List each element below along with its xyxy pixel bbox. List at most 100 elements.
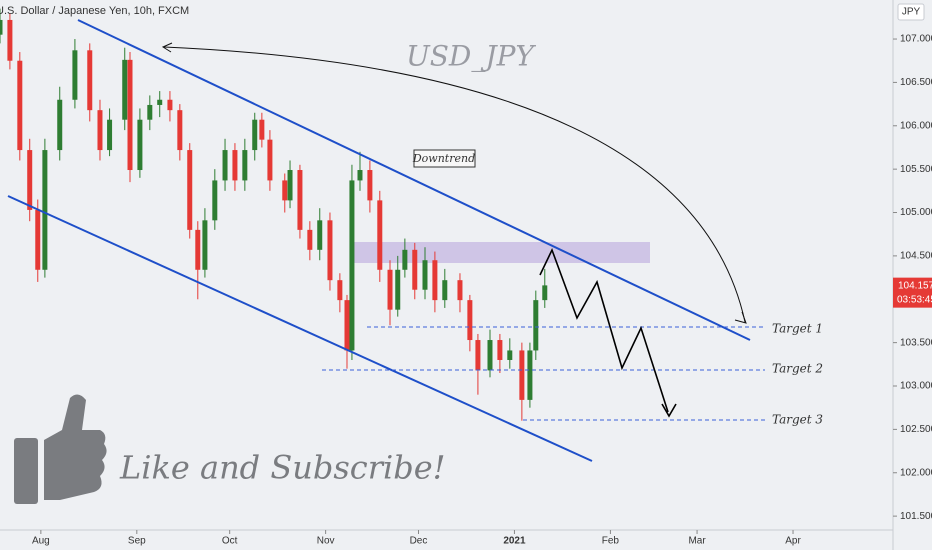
- x-tick-label: Nov: [317, 536, 335, 547]
- candle-body: [222, 150, 228, 181]
- currency-badge: [897, 3, 925, 21]
- x-tick-label: Feb: [602, 536, 620, 547]
- candle-body: [475, 340, 481, 371]
- candle-body: [533, 300, 539, 351]
- curved-arrow: [163, 46, 746, 323]
- x-tick-label: 2021: [503, 536, 526, 547]
- last-price-label: 104.157: [898, 280, 932, 291]
- candle-body: [527, 350, 533, 400]
- candle-body: [147, 104, 153, 120]
- candle-body: [307, 229, 313, 250]
- thumbs-up-icon: [14, 394, 107, 504]
- candle-body: [212, 180, 218, 221]
- candle-body: [349, 180, 355, 351]
- candle-body: [127, 59, 133, 171]
- candle-body: [432, 260, 438, 301]
- downtrend-box: [413, 149, 476, 168]
- y-tick-label: 104.500: [900, 251, 932, 262]
- candle-body: [0, 19, 3, 35]
- candle-body: [357, 170, 363, 181]
- candle-body: [282, 180, 288, 201]
- y-tick-label: 106.000: [900, 120, 932, 131]
- countdown-label: 03:53:45: [897, 294, 932, 305]
- candle-body: [17, 60, 23, 151]
- icon-hand: [44, 394, 107, 500]
- y-tick-label: 102.000: [900, 467, 932, 478]
- candle-body: [297, 170, 303, 230]
- candle-body: [107, 119, 113, 151]
- x-tick-label: Dec: [410, 536, 428, 547]
- candle-body: [122, 59, 128, 120]
- candle-body: [467, 300, 473, 341]
- candle-body: [7, 19, 13, 61]
- candle-body: [259, 119, 265, 140]
- candle-body: [317, 220, 323, 250]
- candle-body: [457, 280, 463, 301]
- candle-body: [42, 150, 48, 270]
- candle-body: [57, 99, 63, 151]
- candle-body: [442, 280, 448, 301]
- y-tick-label: 103.000: [900, 381, 932, 392]
- candle-body: [287, 170, 293, 201]
- candle-body: [519, 350, 525, 400]
- candle-body: [327, 220, 333, 281]
- channel-upper: [77, 19, 751, 341]
- symbol-header: U.S. Dollar / Japanese Yen, 10h, FXCM: [0, 5, 189, 17]
- y-tick-label: 103.500: [900, 337, 932, 348]
- projection-path: [539, 247, 669, 413]
- candle-body: [267, 139, 273, 181]
- candle-body: [487, 340, 493, 371]
- target-lines: [322, 326, 765, 421]
- candle-body: [157, 99, 163, 105]
- y-tick-label: 105.500: [900, 164, 932, 175]
- candle-body: [27, 150, 33, 210]
- candle-body: [252, 119, 258, 151]
- y-tick-label: 106.500: [900, 77, 932, 88]
- candle-body: [87, 50, 93, 111]
- icon-cuff: [14, 438, 38, 504]
- candle-body: [177, 110, 183, 151]
- y-tick-label: 105.000: [900, 207, 932, 218]
- x-tick-label: Apr: [785, 536, 801, 547]
- target-label: Target 1: [772, 322, 823, 336]
- candle-body: [422, 260, 428, 290]
- candle-body: [97, 110, 103, 151]
- watermark-title: USD_JPY: [406, 40, 536, 73]
- resistance-zone: [350, 242, 650, 263]
- arrow-head: [161, 42, 173, 53]
- candle-body: [137, 119, 143, 171]
- candle-body: [395, 269, 401, 310]
- cta-text: Like and Subscribe!: [119, 449, 446, 487]
- x-tick-label: Mar: [688, 536, 706, 547]
- y-tick-label: 101.500: [900, 511, 932, 522]
- target-label: Target 3: [772, 413, 823, 427]
- candle-body: [412, 249, 418, 290]
- arrow-head: [661, 403, 677, 418]
- downtrend-label: Downtrend: [412, 152, 475, 165]
- currency-label: JPY: [902, 7, 921, 18]
- candle-body: [202, 220, 208, 270]
- candle-body: [72, 50, 78, 100]
- candle-body: [377, 200, 383, 270]
- y-tick-label: 107.000: [900, 34, 932, 45]
- x-tick-label: Oct: [222, 536, 238, 547]
- channel-lower: [7, 195, 593, 462]
- candle-body: [367, 170, 373, 201]
- candle-body: [337, 280, 343, 301]
- candle-body: [402, 249, 408, 270]
- candle-body: [507, 350, 513, 360]
- candle-body: [344, 300, 350, 351]
- candle-body: [187, 150, 193, 230]
- y-tick-label: 102.500: [900, 424, 932, 435]
- candle-body: [167, 99, 173, 111]
- candle-body: [232, 150, 238, 181]
- candle-body: [35, 209, 41, 270]
- candles: [0, 8, 548, 421]
- arrow-head: [734, 311, 747, 324]
- candle-body: [497, 340, 503, 360]
- target-label: Target 2: [772, 362, 823, 376]
- candle-body: [195, 229, 201, 270]
